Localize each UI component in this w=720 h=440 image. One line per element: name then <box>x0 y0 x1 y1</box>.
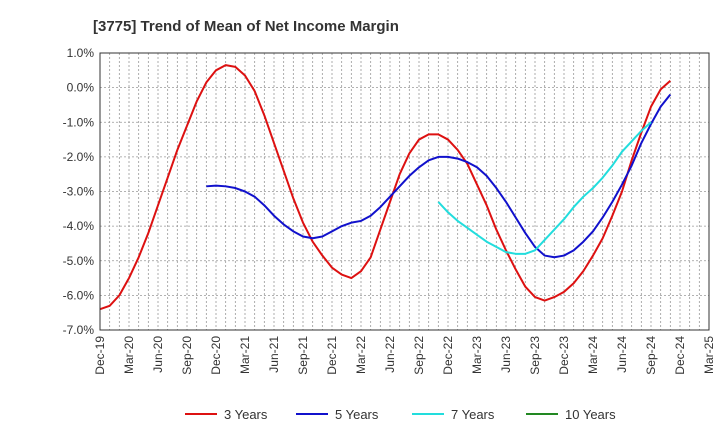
x-tick-label: Jun-20 <box>151 336 165 373</box>
x-tick-label: Dec-23 <box>557 336 571 375</box>
x-tick-label: Mar-22 <box>354 336 368 374</box>
x-tick-label: Sep-21 <box>296 336 310 375</box>
series-line <box>437 121 652 255</box>
legend-label: 3 Years <box>224 407 268 422</box>
y-tick-label: -4.0% <box>63 219 95 233</box>
y-tick-label: -5.0% <box>63 254 95 268</box>
y-tick-label: -1.0% <box>63 115 95 129</box>
x-tick-label: Sep-24 <box>644 336 658 375</box>
grid <box>100 53 709 330</box>
legend-label: 10 Years <box>565 407 616 422</box>
x-tick-label: Dec-19 <box>93 336 107 375</box>
y-tick-label: -6.0% <box>63 288 95 302</box>
plot-series <box>99 64 672 311</box>
x-tick-label: Mar-23 <box>470 336 484 374</box>
x-tick-label: Dec-22 <box>441 336 455 375</box>
legend: 3 Years 5 Years 7 Years 10 Years <box>185 407 616 422</box>
y-tick-label: -7.0% <box>63 323 95 337</box>
x-tick-label: Mar-24 <box>586 336 600 374</box>
x-tick-label: Jun-23 <box>499 336 513 373</box>
x-tick-label: Jun-21 <box>267 336 281 373</box>
x-tick-label: Sep-22 <box>412 336 426 375</box>
x-tick-label: Jun-24 <box>615 336 629 373</box>
legend-label: 5 Years <box>335 407 379 422</box>
series-line <box>99 64 671 311</box>
x-axis: Dec-19 Mar-20 Jun-20 Sep-20 Dec-20 Mar-21 Jun-… <box>93 336 716 375</box>
y-axis: 1.0% 0.0% -1.0% -2.0% -3.0% -4.0% -5.0% -6.0% -7… <box>63 46 95 337</box>
x-tick-label: Mar-20 <box>122 336 136 374</box>
y-tick-label: 1.0% <box>67 46 95 60</box>
series-line <box>206 93 672 259</box>
y-tick-label: -2.0% <box>63 150 95 164</box>
y-tick-label: -3.0% <box>63 185 95 199</box>
x-tick-label: Sep-23 <box>528 336 542 375</box>
x-tick-label: Jun-22 <box>383 336 397 373</box>
x-tick-label: Dec-24 <box>673 336 687 375</box>
x-tick-label: Dec-20 <box>209 336 223 375</box>
chart-title: [3775] Trend of Mean of Net Income Margi… <box>93 18 399 35</box>
x-tick-label: Mar-25 <box>702 336 716 374</box>
plot-frame <box>99 52 710 331</box>
x-tick-label: Mar-21 <box>238 336 252 374</box>
x-tick-label: Sep-20 <box>180 336 194 375</box>
x-tick-label: Dec-21 <box>325 336 339 375</box>
y-tick-label: 0.0% <box>67 81 95 95</box>
legend-label: 7 Years <box>451 407 495 422</box>
